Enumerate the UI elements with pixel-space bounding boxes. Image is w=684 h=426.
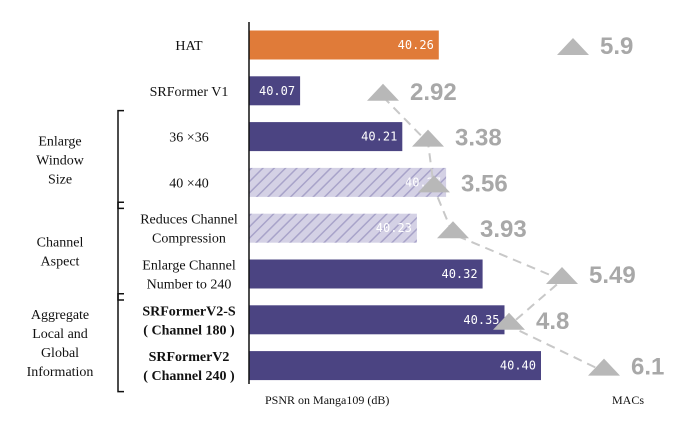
macs-axis-label: MACs <box>612 393 644 407</box>
macs-marker <box>546 267 578 284</box>
macs-value-label: 5.49 <box>589 262 636 289</box>
group-label: Channel <box>37 236 84 251</box>
psnr-bar <box>249 259 483 289</box>
group-label: Enlarge <box>38 135 81 150</box>
group-label: Aspect <box>41 255 80 270</box>
macs-marker <box>437 221 469 239</box>
row-label: 40 ×40 <box>169 176 208 191</box>
bar-value-label: 40.23 <box>376 221 412 235</box>
macs-marker <box>412 129 444 147</box>
macs-marker <box>367 83 399 101</box>
bar-value-label: 40.21 <box>361 130 397 144</box>
group-label: Aggregate <box>31 308 89 323</box>
group-bracket <box>117 293 124 393</box>
group-bracket <box>117 201 124 301</box>
group-label: Local and <box>32 327 88 342</box>
bar-value-label: 40.35 <box>463 313 499 327</box>
macs-value-label: 3.93 <box>480 216 527 243</box>
row-labels-layer: HAT SRFormer V1 36 ×36 40 ×40 Reduces Channe… <box>140 39 238 384</box>
macs-value-label: 4.8 <box>536 308 569 335</box>
psnr-bar <box>249 30 439 60</box>
macs-value-label: 6.1 <box>631 354 664 381</box>
macs-layer: 5.9 2.92 3.38 3.56 3.93 5.49 4.8 6.1 <box>367 33 664 381</box>
group-label: Global <box>41 346 79 361</box>
group-label: Information <box>27 365 94 380</box>
psnr-bar <box>249 122 403 152</box>
row-label: Reduces Channel <box>140 213 238 228</box>
row-label: SRFormer V1 <box>150 85 229 100</box>
macs-value-label: 3.38 <box>455 125 502 152</box>
bar-value-label: 40.32 <box>441 267 477 281</box>
bar-value-label: 40.26 <box>398 38 434 52</box>
bar-value-label: 40.40 <box>500 359 536 373</box>
row-label: 36 ×36 <box>169 131 208 146</box>
psnr-bar <box>249 76 301 106</box>
x-axis-label: PSNR on Manga109 (dB) <box>265 393 389 407</box>
row-label: Compression <box>152 232 226 247</box>
row-label: SRFormerV2 <box>149 350 230 365</box>
psnr-bar <box>249 351 541 381</box>
row-label: ( Channel 240 ) <box>143 369 235 384</box>
macs-marker <box>588 358 620 376</box>
row-label: HAT <box>175 39 203 54</box>
macs-marker <box>493 312 525 330</box>
group-bracket <box>117 109 124 210</box>
macs-value-label: 3.56 <box>461 170 508 197</box>
group-label: Window <box>36 154 85 169</box>
macs-marker <box>418 175 450 193</box>
macs-marker <box>557 38 589 55</box>
psnr-bar <box>249 305 505 335</box>
psnr-bar <box>249 213 417 243</box>
macs-value-label: 2.92 <box>410 79 457 106</box>
row-label: SRFormerV2-S <box>142 304 236 319</box>
psnr-bar <box>249 167 447 197</box>
row-label: Number to 240 <box>147 278 232 293</box>
group-labels-layer: Enlarge Window Size Channel Aspect Aggregate L… <box>27 109 124 393</box>
row-label: Enlarge Channel <box>142 259 236 274</box>
group-label: Size <box>48 173 72 188</box>
bar-value-label: 40.07 <box>259 84 295 98</box>
macs-value-label: 5.9 <box>600 33 633 60</box>
row-label: ( Channel 180 ) <box>143 323 235 338</box>
